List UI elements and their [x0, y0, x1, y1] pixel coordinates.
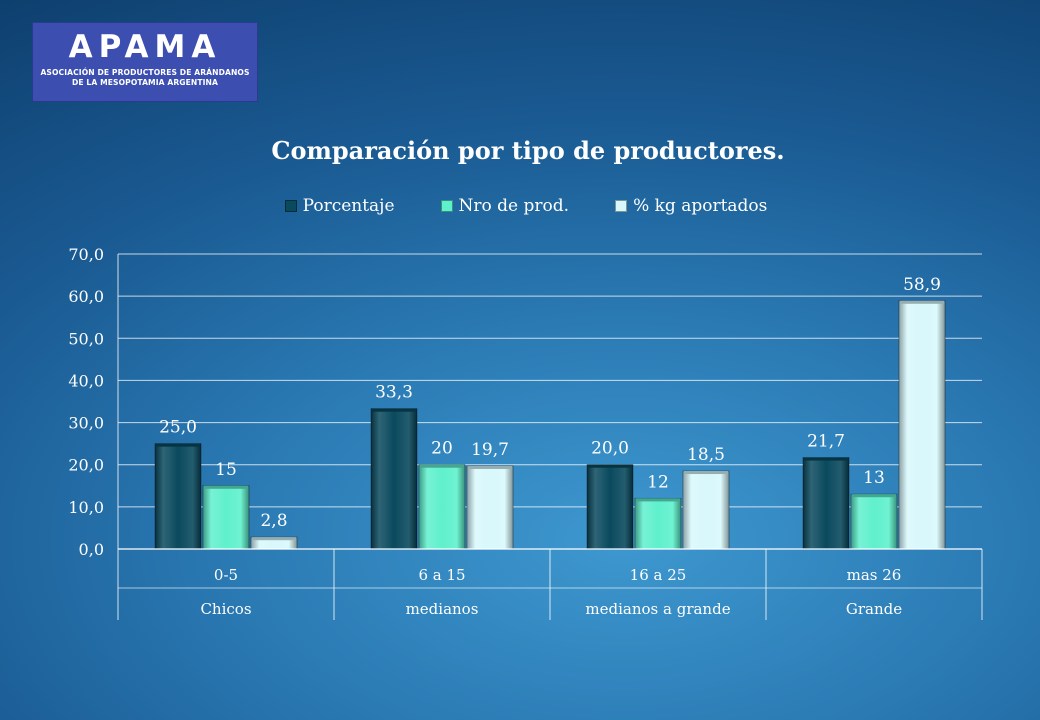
y-tick-label: 0,0 [79, 540, 104, 559]
bar [850, 493, 898, 550]
bar [586, 464, 634, 550]
legend-item-kg-aportados: % kg aportados [615, 196, 767, 216]
bar [418, 464, 466, 550]
legend-swatch-nro-prod [440, 200, 453, 212]
bar [370, 408, 418, 550]
y-tick-label: 10,0 [68, 498, 104, 517]
y-tick-label: 20,0 [68, 456, 104, 475]
y-tick-label: 40,0 [68, 371, 104, 390]
logo-wordmark: APAMA [68, 29, 222, 65]
data-label: 20,0 [591, 439, 629, 459]
logo-subtitle-line2: DE LA MESOPOTAMIA ARGENTINA [72, 78, 218, 87]
y-tick-label: 30,0 [68, 414, 104, 433]
bar [634, 497, 682, 550]
x-category-label: 16 a 25 [630, 566, 687, 584]
bar-cap [252, 537, 296, 541]
legend-swatch-kg-aportados [615, 200, 628, 212]
bar-cap [588, 464, 632, 468]
bar-cap [468, 465, 512, 469]
bar [682, 470, 730, 550]
bar-cap [636, 498, 680, 502]
y-tick-label: 70,0 [68, 245, 104, 264]
chart-title: Comparación por tipo de productores. [271, 136, 785, 165]
apama-logo: APAMA ASOCIACIÓN DE PRODUCTORES DE ARÁND… [32, 22, 258, 102]
logo-subtitle-line1: ASOCIACIÓN DE PRODUCTORES DE ARÁNDANOS [40, 68, 250, 77]
data-label: 13 [863, 468, 885, 488]
data-label: 15 [215, 460, 237, 480]
bar [802, 457, 850, 550]
bar-cap [372, 408, 416, 412]
bar-cap [804, 457, 848, 461]
bar [898, 300, 946, 550]
data-label: 19,7 [471, 440, 509, 460]
x-category-label: 0-5 [214, 566, 238, 584]
bar-cap [156, 443, 200, 447]
legend-item-porcentaje: Porcentaje [284, 196, 395, 216]
data-label: 20 [431, 439, 453, 459]
x-group-label: medianos [406, 600, 479, 618]
legend-label-porcentaje: Porcentaje [302, 196, 395, 216]
x-category-label: mas 26 [847, 566, 902, 584]
bar [154, 443, 202, 550]
chart-legend: Porcentaje Nro de prod. % kg aportados [0, 196, 1040, 216]
y-tick-label: 50,0 [68, 329, 104, 348]
y-tick-label: 60,0 [68, 287, 104, 306]
x-group-label: Chicos [200, 600, 251, 618]
data-label: 33,3 [375, 383, 413, 403]
x-group-label: Grande [846, 600, 902, 618]
bar-cap [852, 494, 896, 498]
bar [202, 485, 250, 550]
data-label: 21,7 [807, 432, 845, 452]
bar [466, 465, 514, 550]
legend-label-kg-aportados: % kg aportados [633, 196, 768, 216]
bar-cap [684, 471, 728, 475]
bar-cap [900, 300, 944, 304]
bar-cap [420, 464, 464, 468]
legend-swatch-porcentaje [284, 200, 297, 212]
bar-cap [204, 485, 248, 489]
x-group-label: medianos a grande [585, 600, 730, 618]
data-label: 25,0 [159, 418, 197, 438]
x-category-label: 6 a 15 [418, 566, 465, 584]
legend-item-nro-prod: Nro de prod. [440, 196, 570, 216]
data-label: 12 [647, 472, 669, 492]
data-label: 2,8 [260, 511, 287, 531]
data-label: 58,9 [903, 275, 941, 295]
legend-label-nro-prod: Nro de prod. [458, 196, 570, 216]
data-label: 18,5 [687, 445, 725, 465]
